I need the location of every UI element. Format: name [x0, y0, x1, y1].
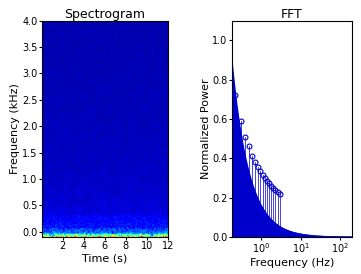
- Y-axis label: Frequency (kHz): Frequency (kHz): [10, 83, 21, 174]
- Y-axis label: Normalized Power: Normalized Power: [201, 78, 211, 179]
- X-axis label: Time (s): Time (s): [82, 254, 127, 264]
- Title: FFT: FFT: [281, 8, 303, 21]
- Title: Spectrogram: Spectrogram: [64, 8, 145, 21]
- X-axis label: Frequency (Hz): Frequency (Hz): [250, 258, 334, 268]
